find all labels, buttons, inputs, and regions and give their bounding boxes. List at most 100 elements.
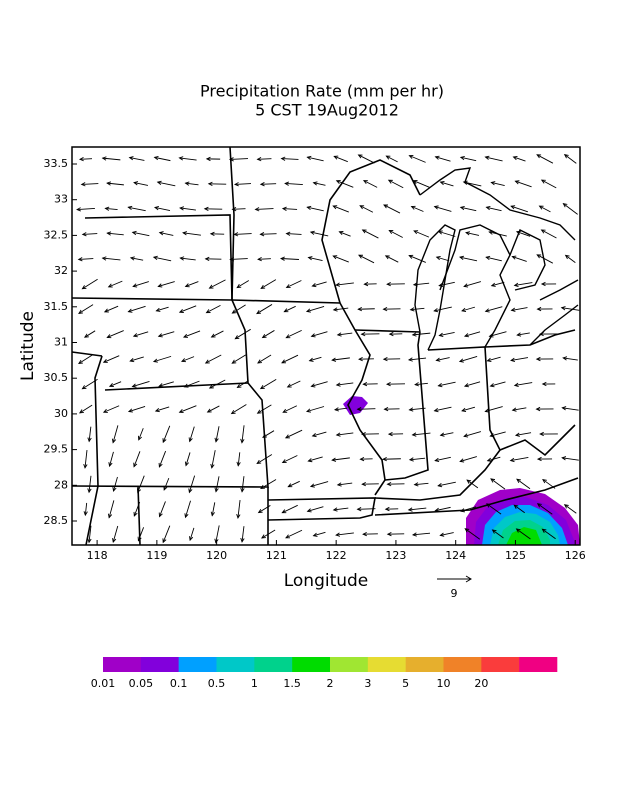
wind-vector	[536, 306, 553, 312]
wind-vector	[463, 381, 481, 388]
vector-head	[435, 357, 441, 362]
vector-shaft	[485, 306, 503, 312]
vector-shaft	[336, 432, 354, 436]
vector-shaft	[311, 381, 328, 387]
colorbar-box	[254, 657, 293, 672]
vector-head	[412, 180, 418, 184]
vector-head	[491, 529, 497, 534]
vector-head	[80, 182, 86, 187]
wind-vector	[111, 425, 119, 444]
vector-head	[361, 481, 367, 487]
vector-head	[162, 538, 167, 544]
wind-vector	[153, 206, 171, 211]
vector-head	[203, 206, 209, 212]
wind-vector	[83, 330, 96, 338]
vector-head	[311, 283, 317, 288]
wind-vector	[106, 330, 124, 339]
wind-vector	[332, 507, 349, 512]
vector-head	[137, 435, 142, 441]
vector-shaft	[132, 380, 150, 388]
vector-shaft	[334, 155, 348, 163]
colorbar-label: 0.05	[129, 677, 154, 690]
vector-shaft	[516, 231, 531, 237]
vector-shaft	[282, 504, 298, 514]
y-tick-label: 30.5	[44, 371, 69, 384]
vector-shaft	[88, 525, 92, 543]
vector-shaft	[157, 181, 176, 187]
vector-shaft	[363, 180, 378, 188]
wind-vector	[281, 354, 299, 364]
vector-shaft	[241, 526, 245, 542]
vector-head	[459, 255, 465, 260]
vector-shaft	[412, 432, 431, 436]
wind-vector	[336, 332, 353, 337]
vector-head	[361, 229, 367, 234]
wind-vector	[87, 426, 92, 443]
vector-shaft	[82, 278, 98, 290]
wind-vector	[158, 450, 167, 468]
vector-head	[207, 181, 213, 187]
wind-vector	[312, 531, 326, 537]
wind-vector	[332, 307, 349, 312]
vector-shaft	[133, 501, 141, 517]
vector-shaft	[84, 330, 96, 338]
vector-head	[214, 487, 219, 493]
vector-shaft	[409, 255, 426, 263]
y-tick-label: 33.5	[44, 157, 69, 170]
wind-vector	[356, 507, 376, 512]
vector-shaft	[536, 254, 554, 264]
wind-vector	[465, 231, 480, 236]
vector-shaft	[408, 357, 427, 361]
wind-vector	[540, 229, 557, 239]
wind-vector	[233, 182, 252, 187]
vector-head	[536, 456, 542, 462]
wind-vector	[208, 379, 226, 389]
vector-shaft	[154, 207, 171, 211]
vector-shaft	[487, 456, 501, 462]
vector-head	[335, 282, 341, 287]
wind-vector	[285, 231, 302, 236]
vector-head	[388, 230, 394, 234]
vector-head	[561, 406, 567, 411]
x-tick-label: 123	[385, 549, 406, 562]
vector-head	[459, 508, 465, 513]
vector-shaft	[79, 158, 93, 160]
vector-head	[210, 463, 215, 469]
vector-head	[536, 503, 542, 508]
reference-vector: 9	[437, 575, 472, 600]
colorbar-label: 20	[474, 677, 488, 690]
vector-head	[463, 383, 469, 388]
wind-vector	[409, 307, 425, 312]
wind-vector	[486, 356, 501, 362]
vector-shaft	[386, 155, 398, 163]
wind-vector	[254, 207, 274, 212]
wind-vector	[466, 479, 479, 489]
vector-head	[458, 358, 464, 363]
vector-head	[358, 356, 363, 362]
vector-shaft	[460, 456, 477, 462]
vector-head	[414, 382, 420, 387]
vector-head	[382, 356, 388, 362]
vector-shaft	[185, 500, 191, 518]
vector-head	[188, 437, 193, 443]
vector-shaft	[206, 304, 221, 314]
wind-vector	[407, 507, 427, 512]
vector-shaft	[307, 156, 324, 162]
y-tick-label: 28.5	[44, 514, 69, 527]
wind-vector	[78, 157, 93, 162]
vector-shaft	[359, 205, 374, 213]
vector-head	[281, 509, 287, 514]
vector-shaft	[332, 357, 350, 361]
vector-head	[208, 284, 214, 289]
wind-vector	[178, 156, 197, 161]
wind-vector	[385, 155, 398, 163]
wind-vector	[513, 282, 533, 288]
vector-shaft	[436, 357, 450, 361]
wind-vector	[307, 456, 323, 463]
vector-head	[408, 254, 414, 259]
vector-head	[311, 432, 317, 438]
vector-shaft	[536, 154, 554, 164]
vector-head	[152, 358, 158, 363]
vector-shaft	[516, 478, 531, 490]
wind-vector	[262, 430, 275, 438]
